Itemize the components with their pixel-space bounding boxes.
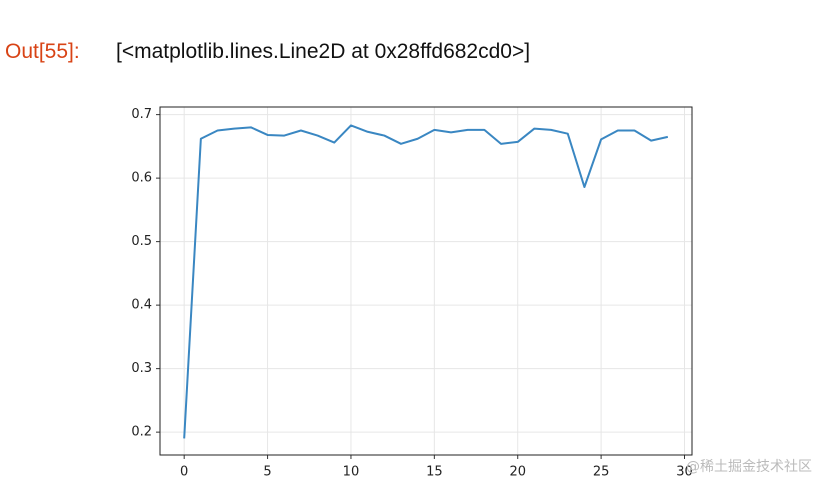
x-tick-label: 10 [343, 465, 360, 480]
out-prompt: Out[55]: [5, 40, 80, 63]
y-tick-label: 0.7 [131, 107, 152, 122]
x-tick-label: 5 [263, 465, 271, 480]
y-tick-label: 0.6 [131, 171, 152, 186]
y-tick-label: 0.3 [131, 361, 152, 376]
x-tick-label: 20 [509, 465, 526, 480]
output-text: [<matplotlib.lines.Line2D at 0x28ffd682c… [116, 40, 531, 63]
x-tick-label: 25 [593, 465, 610, 480]
y-tick-label: 0.2 [131, 425, 152, 440]
x-tick-label: 15 [426, 465, 443, 480]
y-tick-label: 0.5 [131, 234, 152, 249]
x-tick-label: 30 [676, 465, 693, 480]
watermark: @稀土掘金技术社区 [686, 459, 812, 475]
x-tick-label: 0 [180, 465, 188, 480]
y-tick-label: 0.4 [131, 298, 152, 313]
plot-frame [159, 106, 693, 456]
data-line [183, 124, 669, 439]
